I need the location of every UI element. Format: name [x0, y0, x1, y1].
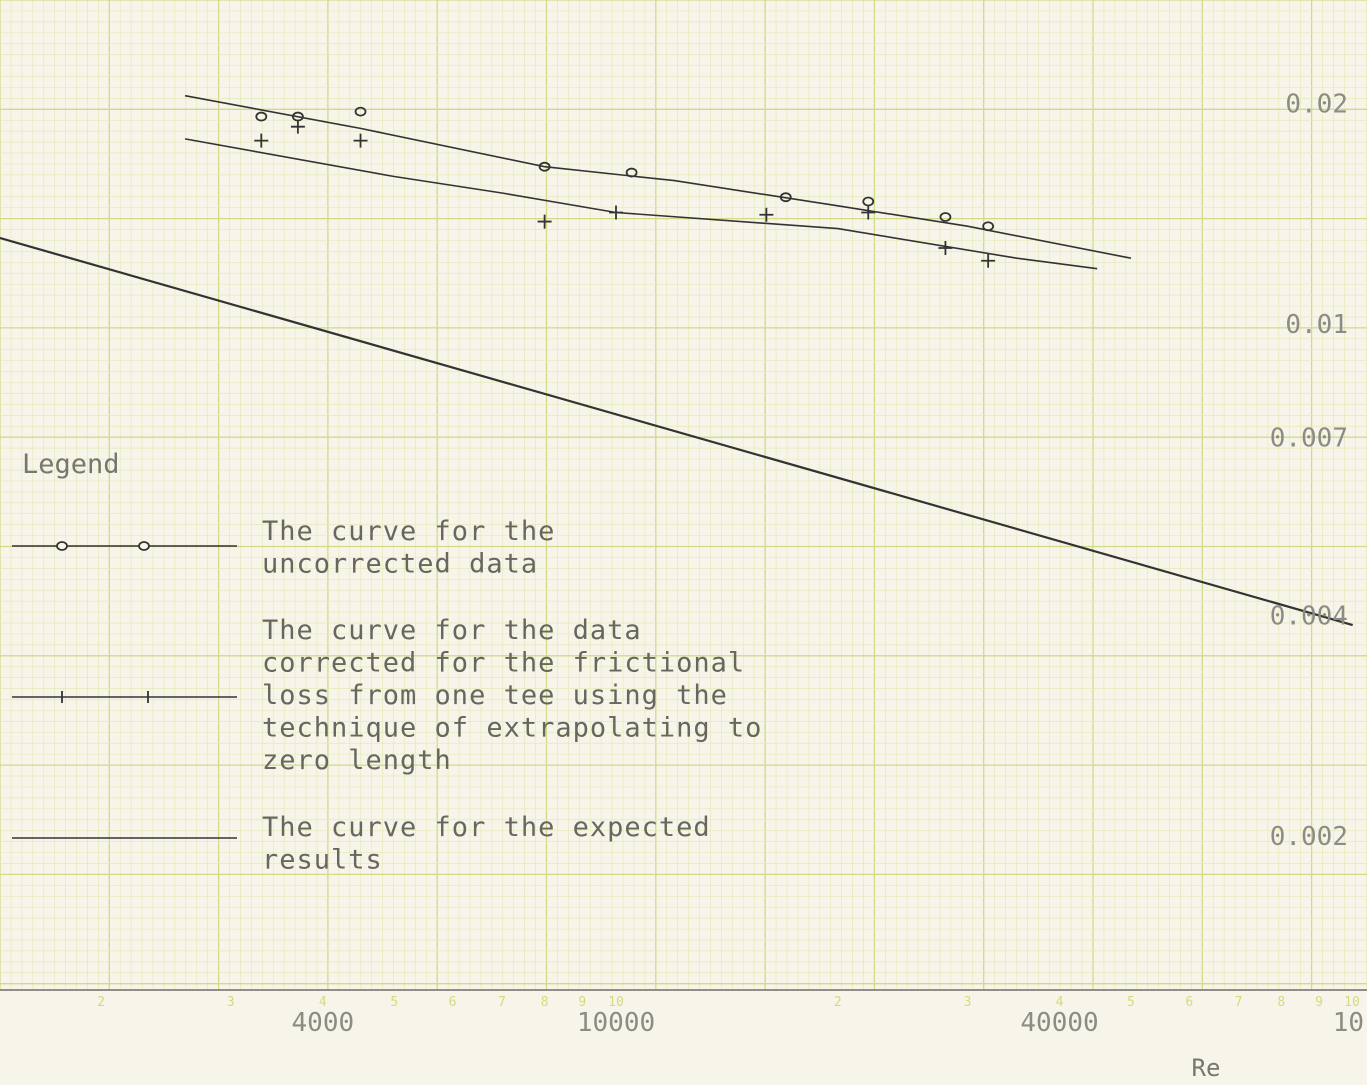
minor-x-label: 9	[578, 995, 586, 1010]
legend-marker-circle	[56, 541, 68, 551]
x-tick-label: 4000	[292, 1008, 355, 1038]
minor-x-label: 8	[1277, 995, 1285, 1010]
data-point-uncorrected	[625, 167, 638, 178]
data-point-corrected	[254, 133, 269, 148]
data-point-corrected	[609, 205, 623, 220]
legend-label-corrected: loss from one tee using the	[262, 680, 728, 711]
data-point-corrected	[759, 207, 774, 222]
legend-label-corrected: technique of extrapolating to	[262, 713, 762, 744]
data-point-uncorrected	[939, 212, 952, 222]
minor-x-label: 9	[1315, 995, 1323, 1010]
minor-x-label: 7	[1235, 995, 1243, 1010]
data-point-corrected	[861, 205, 876, 220]
data-point-corrected	[290, 119, 305, 134]
legend-label-corrected: The curve for the data	[262, 615, 642, 646]
series-line-uncorrected	[184, 94, 1132, 259]
data-point-corrected	[938, 240, 953, 255]
data-point-corrected	[537, 214, 552, 229]
series-line-corrected	[184, 138, 1098, 270]
minor-x-label: 3	[964, 995, 972, 1010]
legend-label-corrected: zero length	[262, 745, 452, 776]
data-point-uncorrected	[862, 196, 875, 207]
minor-x-label: 10	[1344, 995, 1360, 1010]
minor-x-label: 3	[227, 995, 235, 1010]
y-tick-label: 0.004	[1270, 601, 1348, 631]
x-axis-title: Re	[1192, 1054, 1221, 1082]
legend-label-uncorrected: The curve for the	[262, 516, 555, 547]
data-point-corrected	[353, 133, 368, 148]
data-point-uncorrected	[354, 106, 367, 117]
series-line-expected	[0, 236, 1354, 627]
minor-x-label: 4	[1056, 995, 1064, 1010]
legend-label-expected: results	[262, 845, 383, 876]
minor-x-label: 6	[1185, 995, 1193, 1010]
legend-marker-circle	[138, 541, 150, 551]
data-point-uncorrected	[255, 111, 268, 122]
x-tick-label: 10000	[577, 1008, 655, 1038]
minor-x-label: 6	[449, 995, 457, 1010]
legend-label-corrected: corrected for the frictional	[262, 648, 745, 679]
minor-x-label: 2	[834, 995, 842, 1010]
y-tick-label: 0.007	[1270, 423, 1348, 453]
tick-labels: 0.02 0.01 0.007 0.004 0.002 2 3 4 5 6 7 8 9 10 2 3 4 5 6 7 8…	[97, 90, 1364, 1082]
data-point-corrected	[981, 253, 996, 268]
minor-x-label: 8	[541, 995, 549, 1010]
y-tick-label: 0.02	[1285, 90, 1348, 120]
x-tick-label: 40000	[1020, 1008, 1098, 1038]
legend-title: Legend	[22, 449, 120, 480]
legend-label-expected: The curve for the expected	[262, 812, 711, 843]
data-point-uncorrected	[982, 221, 995, 232]
y-tick-label: 0.01	[1285, 310, 1348, 340]
y-tick-label: 0.002	[1270, 822, 1348, 852]
data-point-uncorrected	[538, 161, 551, 172]
minor-x-label: 5	[390, 995, 398, 1010]
grid	[0, 0, 1367, 990]
minor-x-label: 2	[97, 995, 105, 1010]
minor-x-label: 4	[319, 995, 327, 1010]
minor-x-label: 10	[608, 995, 624, 1010]
series-layer	[0, 94, 1354, 627]
minor-x-label: 7	[498, 995, 506, 1010]
minor-x-label: 5	[1127, 995, 1135, 1010]
x-tick-label: 10	[1333, 1008, 1364, 1038]
data-point-uncorrected	[779, 192, 792, 203]
legend-label-uncorrected: uncorrected data	[262, 549, 538, 580]
